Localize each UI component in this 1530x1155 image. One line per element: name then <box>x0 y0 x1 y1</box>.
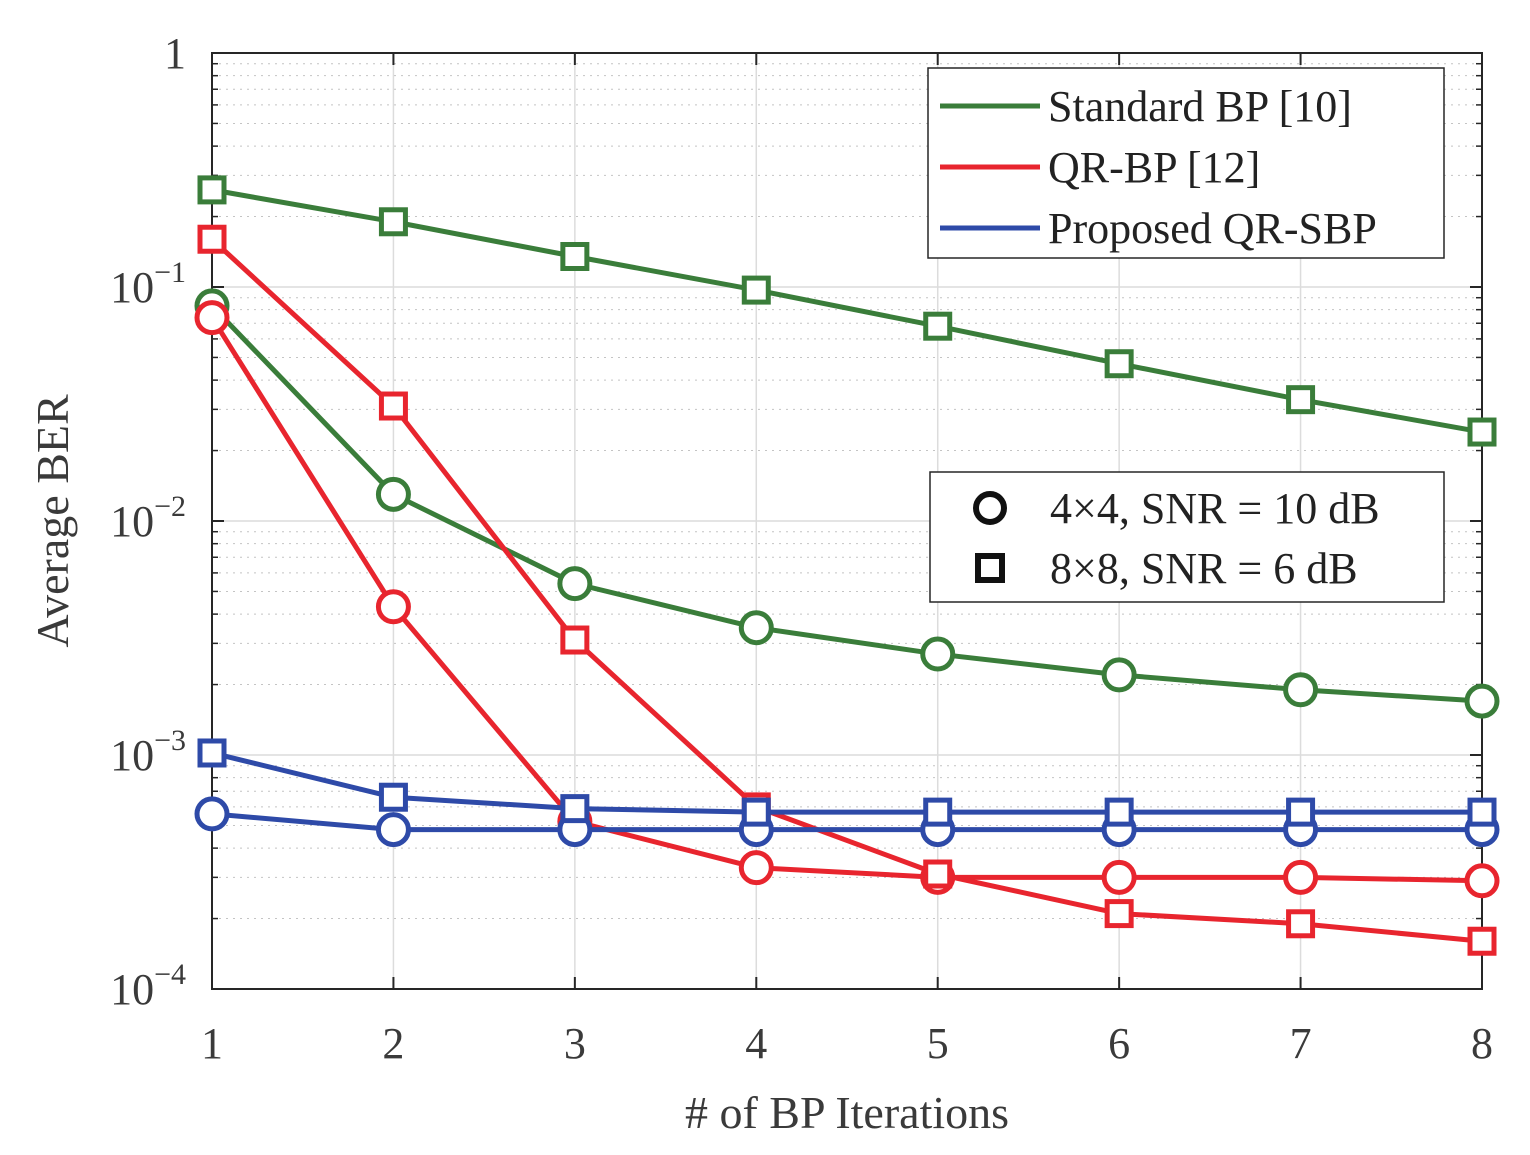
x-tick-label: 3 <box>564 1019 586 1068</box>
data-point-circle <box>557 566 593 602</box>
data-point-circle <box>1101 657 1137 693</box>
data-point-square <box>378 391 408 421</box>
series-line <box>210 304 1483 704</box>
legend-marker-square <box>975 553 1005 583</box>
data-point-square <box>1104 899 1134 929</box>
data-point-square <box>1467 926 1497 956</box>
x-tick-label: 2 <box>382 1019 404 1068</box>
data-point-circle <box>375 476 411 512</box>
data-point-square <box>1104 349 1134 379</box>
data-point-circle <box>1464 683 1500 719</box>
series-group <box>194 175 1500 956</box>
data-point-circle <box>738 610 774 646</box>
legend-markers-box <box>929 471 1445 603</box>
data-point-square <box>923 797 953 827</box>
data-point-square <box>1286 909 1316 939</box>
y-tick-label: 10−3 <box>110 724 186 780</box>
data-point-square <box>378 782 408 812</box>
data-point-square <box>1104 797 1134 827</box>
series-3 <box>197 224 1497 956</box>
y-axis-label: Average BER <box>27 394 78 648</box>
data-point-circle <box>375 589 411 625</box>
y-tick-labels: 1 10−1 10−2 10−3 10−4 <box>110 29 186 1014</box>
data-point-square <box>741 797 771 827</box>
x-tick-label: 4 <box>745 1019 767 1068</box>
data-point-circle <box>194 300 230 336</box>
series-line <box>211 750 1482 815</box>
data-point-square <box>1286 385 1316 415</box>
x-tick-label: 6 <box>1108 1019 1130 1068</box>
legend-marker-label: 8×8, SNR = 6 dB <box>1050 544 1358 593</box>
data-point-circle <box>738 850 774 886</box>
series-line <box>211 187 1483 435</box>
data-point-square <box>197 738 227 768</box>
series-line <box>210 237 1483 944</box>
x-axis-label: # of BP Iterations <box>685 1087 1009 1138</box>
data-point-square <box>1467 417 1497 447</box>
y-tick-label: 10−4 <box>110 958 186 1014</box>
x-tick-label: 5 <box>927 1019 949 1068</box>
data-point-square <box>741 275 771 305</box>
series-1 <box>197 175 1497 447</box>
x-tick-label: 7 <box>1290 1019 1312 1068</box>
y-tick-label: 10−1 <box>110 256 186 312</box>
data-point-circle <box>1283 672 1319 708</box>
data-point-square <box>560 625 590 655</box>
series-line <box>211 811 1482 833</box>
legend-label: Proposed QR-SBP <box>1048 204 1377 253</box>
data-point-circle <box>194 796 230 832</box>
data-point-square <box>197 224 227 254</box>
series-5 <box>197 738 1497 827</box>
x-tick-labels: 1 2 3 4 5 6 7 8 <box>201 1019 1493 1068</box>
data-point-square <box>1467 797 1497 827</box>
data-point-square <box>378 207 408 237</box>
data-point-circle <box>920 636 956 672</box>
data-point-square <box>1286 797 1316 827</box>
data-point-circle <box>375 812 411 848</box>
series-0 <box>194 288 1500 719</box>
data-point-square <box>923 859 953 889</box>
legend-marker-label: 4×4, SNR = 10 dB <box>1050 484 1380 533</box>
legend-label: QR-BP [12] <box>1048 143 1260 192</box>
data-point-square <box>197 175 227 205</box>
data-point-square <box>560 794 590 824</box>
y-tick-label: 1 <box>164 29 186 78</box>
legend-label: Standard BP [10] <box>1048 82 1352 131</box>
data-point-square <box>923 311 953 341</box>
legend-markers: 4×4, SNR = 10 dB 8×8, SNR = 6 dB <box>929 471 1445 603</box>
data-point-circle <box>1283 859 1319 895</box>
series-line <box>209 316 1483 884</box>
x-tick-label: 1 <box>201 1019 223 1068</box>
legend-marker-circle <box>973 491 1007 525</box>
y-tick-label: 10−2 <box>110 490 186 546</box>
x-tick-label: 8 <box>1471 1019 1493 1068</box>
data-point-circle <box>1464 863 1500 899</box>
legend-algorithms: Standard BP [10] QR-BP [12] Proposed QR-SB… <box>927 67 1445 259</box>
data-point-circle <box>1101 859 1137 895</box>
data-point-square <box>560 242 590 272</box>
